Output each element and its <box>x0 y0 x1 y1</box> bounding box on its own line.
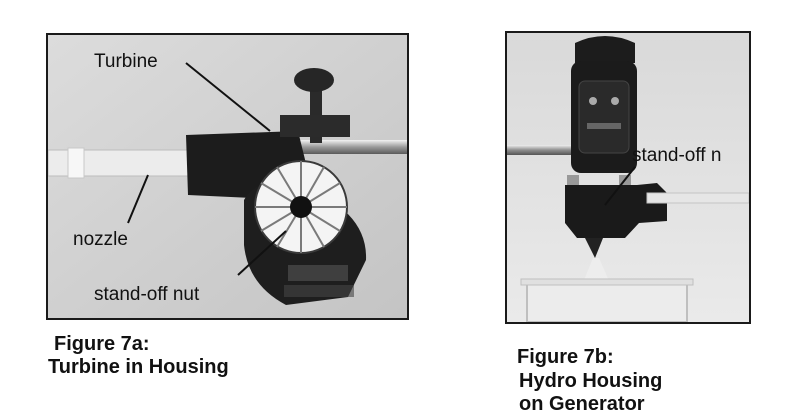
turbine-housing-photo <box>46 33 409 320</box>
nozzle-label: nozzle <box>73 229 128 250</box>
hydro-housing-photo <box>505 31 751 324</box>
standoff-label-b: stand-off n <box>632 145 722 166</box>
turbine-label: Turbine <box>94 51 158 72</box>
figure-7b-title: Figure 7b: <box>517 346 614 368</box>
turbine-housing-illustration <box>48 35 407 318</box>
hydro-housing-illustration <box>507 33 749 322</box>
figure-7b-subtitle: Hydro Housing <box>519 370 663 392</box>
standoff-nut-label: stand-off nut <box>94 284 200 305</box>
figure-7a-subtitle: Turbine in Housing <box>48 356 229 378</box>
figure-7b-subtitle-line2: on Generator <box>519 393 645 415</box>
figure-7a-title: Figure 7a: <box>54 333 150 355</box>
